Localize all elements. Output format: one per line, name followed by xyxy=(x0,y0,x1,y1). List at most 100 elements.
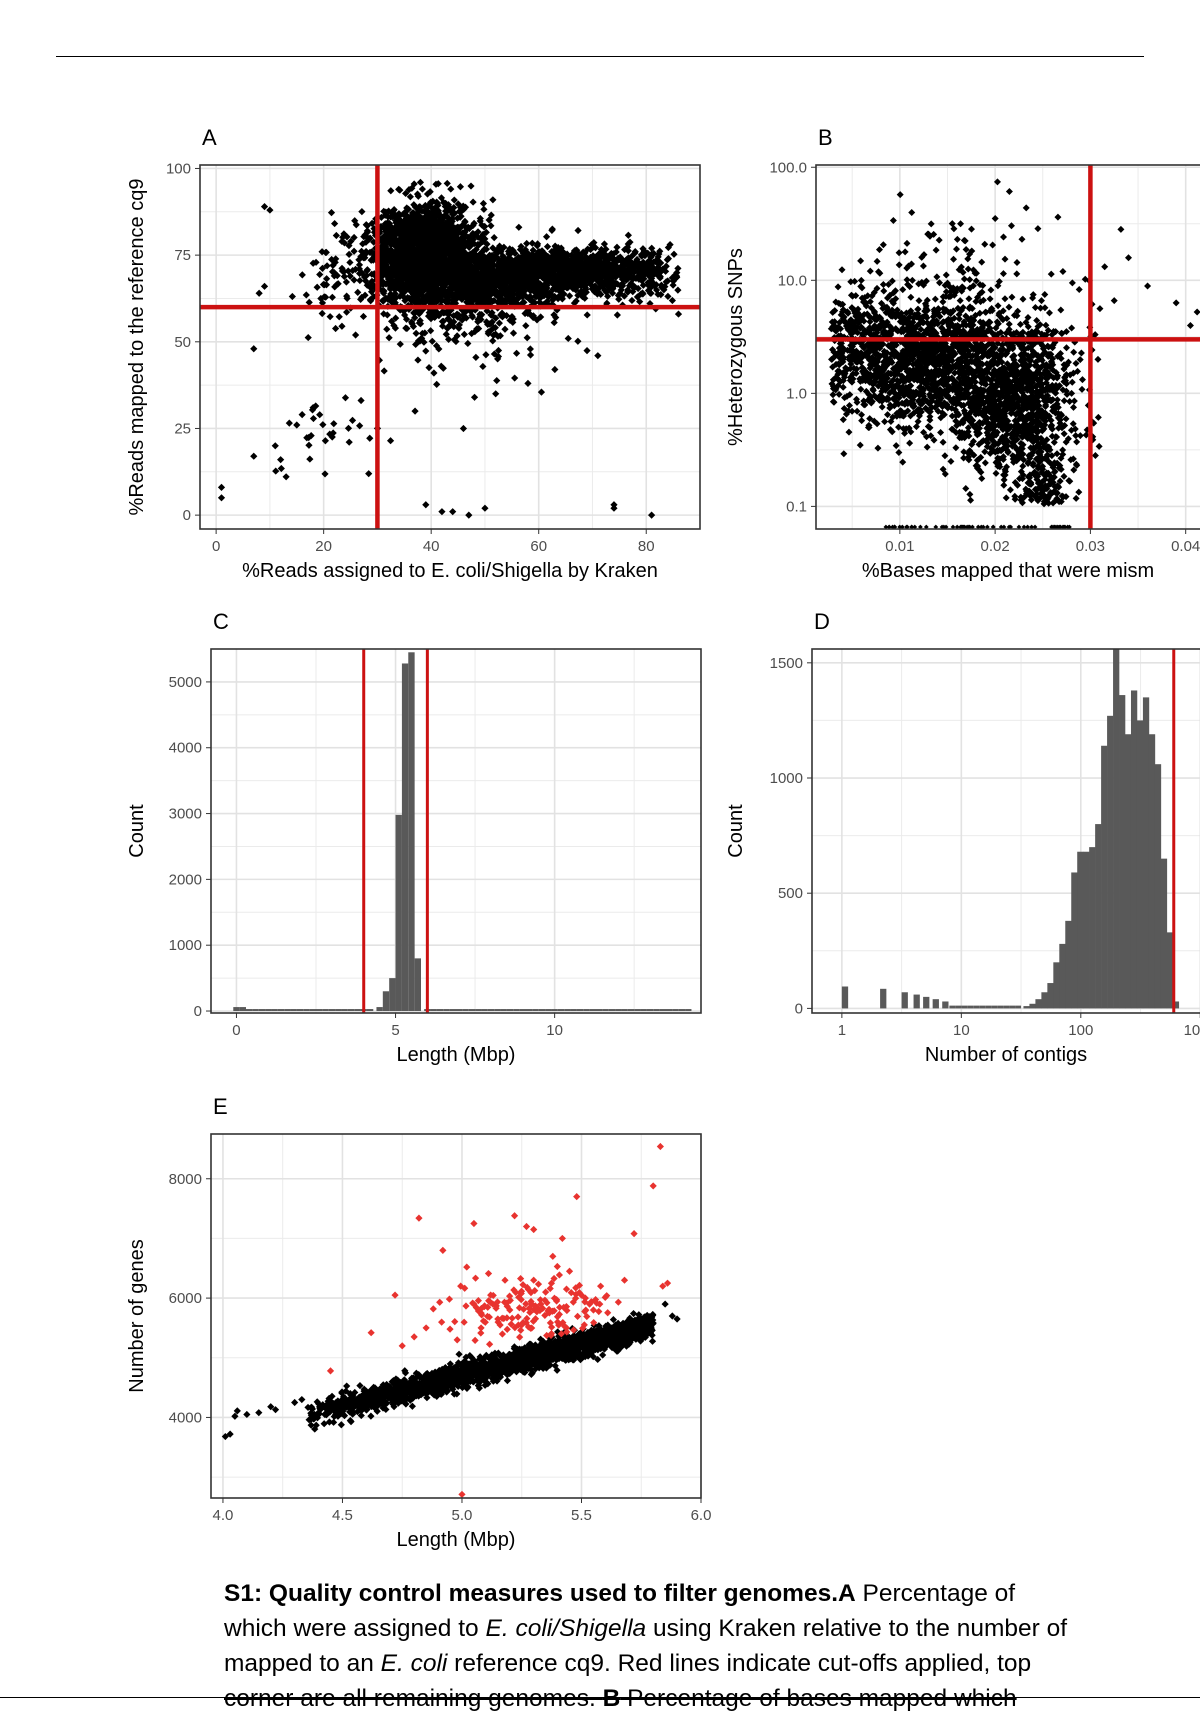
data-point xyxy=(385,334,392,341)
data-point xyxy=(327,313,334,320)
data-point xyxy=(422,347,429,354)
data-point xyxy=(510,330,517,337)
data-point xyxy=(492,390,499,397)
data-point xyxy=(360,313,367,320)
data-point xyxy=(858,417,865,424)
data-point xyxy=(319,421,326,428)
data-point xyxy=(342,394,349,401)
data-point xyxy=(493,377,500,384)
data-point xyxy=(277,456,284,463)
data-point xyxy=(329,294,336,301)
x-axis-label: %Reads assigned to E. coli/Shigella by K… xyxy=(242,560,658,582)
data-point xyxy=(874,445,881,452)
data-point xyxy=(272,442,279,449)
data-point xyxy=(625,232,632,239)
y-tick-label: 1.0 xyxy=(786,385,807,402)
data-point xyxy=(893,442,900,449)
data-point xyxy=(336,313,343,320)
data-point xyxy=(933,273,940,280)
data-point xyxy=(289,293,296,300)
data-point xyxy=(310,415,317,422)
x-tick-label: 0.02 xyxy=(981,538,1010,555)
data-point xyxy=(422,501,429,508)
data-point xyxy=(346,259,353,266)
data-point xyxy=(333,232,340,239)
data-point xyxy=(381,367,388,374)
data-point xyxy=(675,310,682,317)
data-point xyxy=(218,484,225,491)
y-tick-label: 50 xyxy=(174,334,191,351)
data-point xyxy=(417,179,424,186)
data-point xyxy=(218,494,225,501)
data-point xyxy=(352,331,359,338)
data-point xyxy=(411,408,418,415)
data-point xyxy=(256,290,263,297)
data-point xyxy=(354,289,361,296)
data-point xyxy=(286,420,293,427)
data-point xyxy=(366,435,373,442)
data-point xyxy=(915,418,922,425)
data-point xyxy=(524,380,531,387)
data-point xyxy=(544,243,551,250)
data-point xyxy=(261,283,268,290)
data-point xyxy=(943,271,950,278)
data-point xyxy=(670,251,677,258)
scatter-points xyxy=(828,178,1200,529)
x-tick-label: 20 xyxy=(315,538,332,555)
y-tick-label: 100.0 xyxy=(769,159,807,176)
data-point xyxy=(413,330,420,337)
data-point xyxy=(283,473,290,480)
x-tick-label: 60 xyxy=(530,538,547,555)
data-point xyxy=(250,453,257,460)
data-point xyxy=(358,208,365,215)
data-point xyxy=(880,288,887,295)
data-point xyxy=(460,425,467,432)
x-tick-label: 40 xyxy=(423,538,440,555)
y-tick-label: 75 xyxy=(174,247,191,264)
data-point xyxy=(261,203,268,210)
data-point xyxy=(349,417,356,424)
data-point xyxy=(330,420,337,427)
data-point xyxy=(527,345,534,352)
data-point xyxy=(419,185,426,192)
data-point xyxy=(583,347,590,354)
y-tick-label: 100 xyxy=(166,160,191,177)
data-point xyxy=(314,284,321,291)
data-point xyxy=(316,271,323,278)
data-point xyxy=(299,271,306,278)
data-point xyxy=(332,325,339,332)
data-point xyxy=(387,437,394,444)
x-tick-label: 0.03 xyxy=(1076,538,1105,555)
data-point xyxy=(648,512,655,519)
y-axis-label: %Heterozygous SNPs xyxy=(725,248,747,446)
panel-letter: A xyxy=(202,125,217,150)
data-point xyxy=(482,351,489,358)
data-point xyxy=(574,338,581,345)
data-point xyxy=(840,384,847,391)
data-point xyxy=(614,311,621,318)
data-point xyxy=(293,421,300,428)
data-point xyxy=(551,366,558,373)
data-point xyxy=(628,297,635,304)
data-point xyxy=(357,397,364,404)
data-point xyxy=(480,200,487,207)
data-point xyxy=(472,354,479,361)
data-point xyxy=(940,439,947,446)
data-point xyxy=(433,381,440,388)
data-point xyxy=(319,310,326,317)
data-point xyxy=(511,374,518,381)
data-point xyxy=(481,505,488,512)
panel-letter: B xyxy=(818,125,833,150)
data-point xyxy=(461,331,468,338)
data-point xyxy=(387,187,394,194)
x-tick-label: 0.04 xyxy=(1171,538,1200,555)
data-point xyxy=(513,350,520,357)
data-point xyxy=(469,198,476,205)
data-point xyxy=(303,291,310,298)
y-axis-label: %Reads mapped to the reference cq9 xyxy=(126,179,148,516)
data-point xyxy=(487,222,494,229)
data-point xyxy=(414,356,421,363)
